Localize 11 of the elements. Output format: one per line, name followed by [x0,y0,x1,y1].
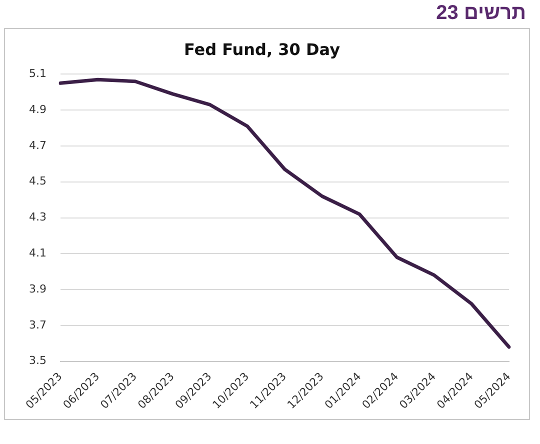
y-tick-label: 3.7 [28,318,46,332]
y-tick-label: 5.1 [28,67,46,80]
y-tick-label: 4.1 [28,246,46,260]
y-tick-label: 4.9 [28,102,46,116]
chart-title: Fed Fund, 30 Day [184,40,341,59]
y-tick-label: 4.7 [28,138,46,152]
y-tick-label: 3.9 [28,282,46,296]
text: תרשים 23 [436,2,526,25]
y-tick-label: 3.5 [28,354,46,368]
y-tick-label: 4.5 [28,174,46,188]
y-tick-label: 4.3 [28,210,46,224]
